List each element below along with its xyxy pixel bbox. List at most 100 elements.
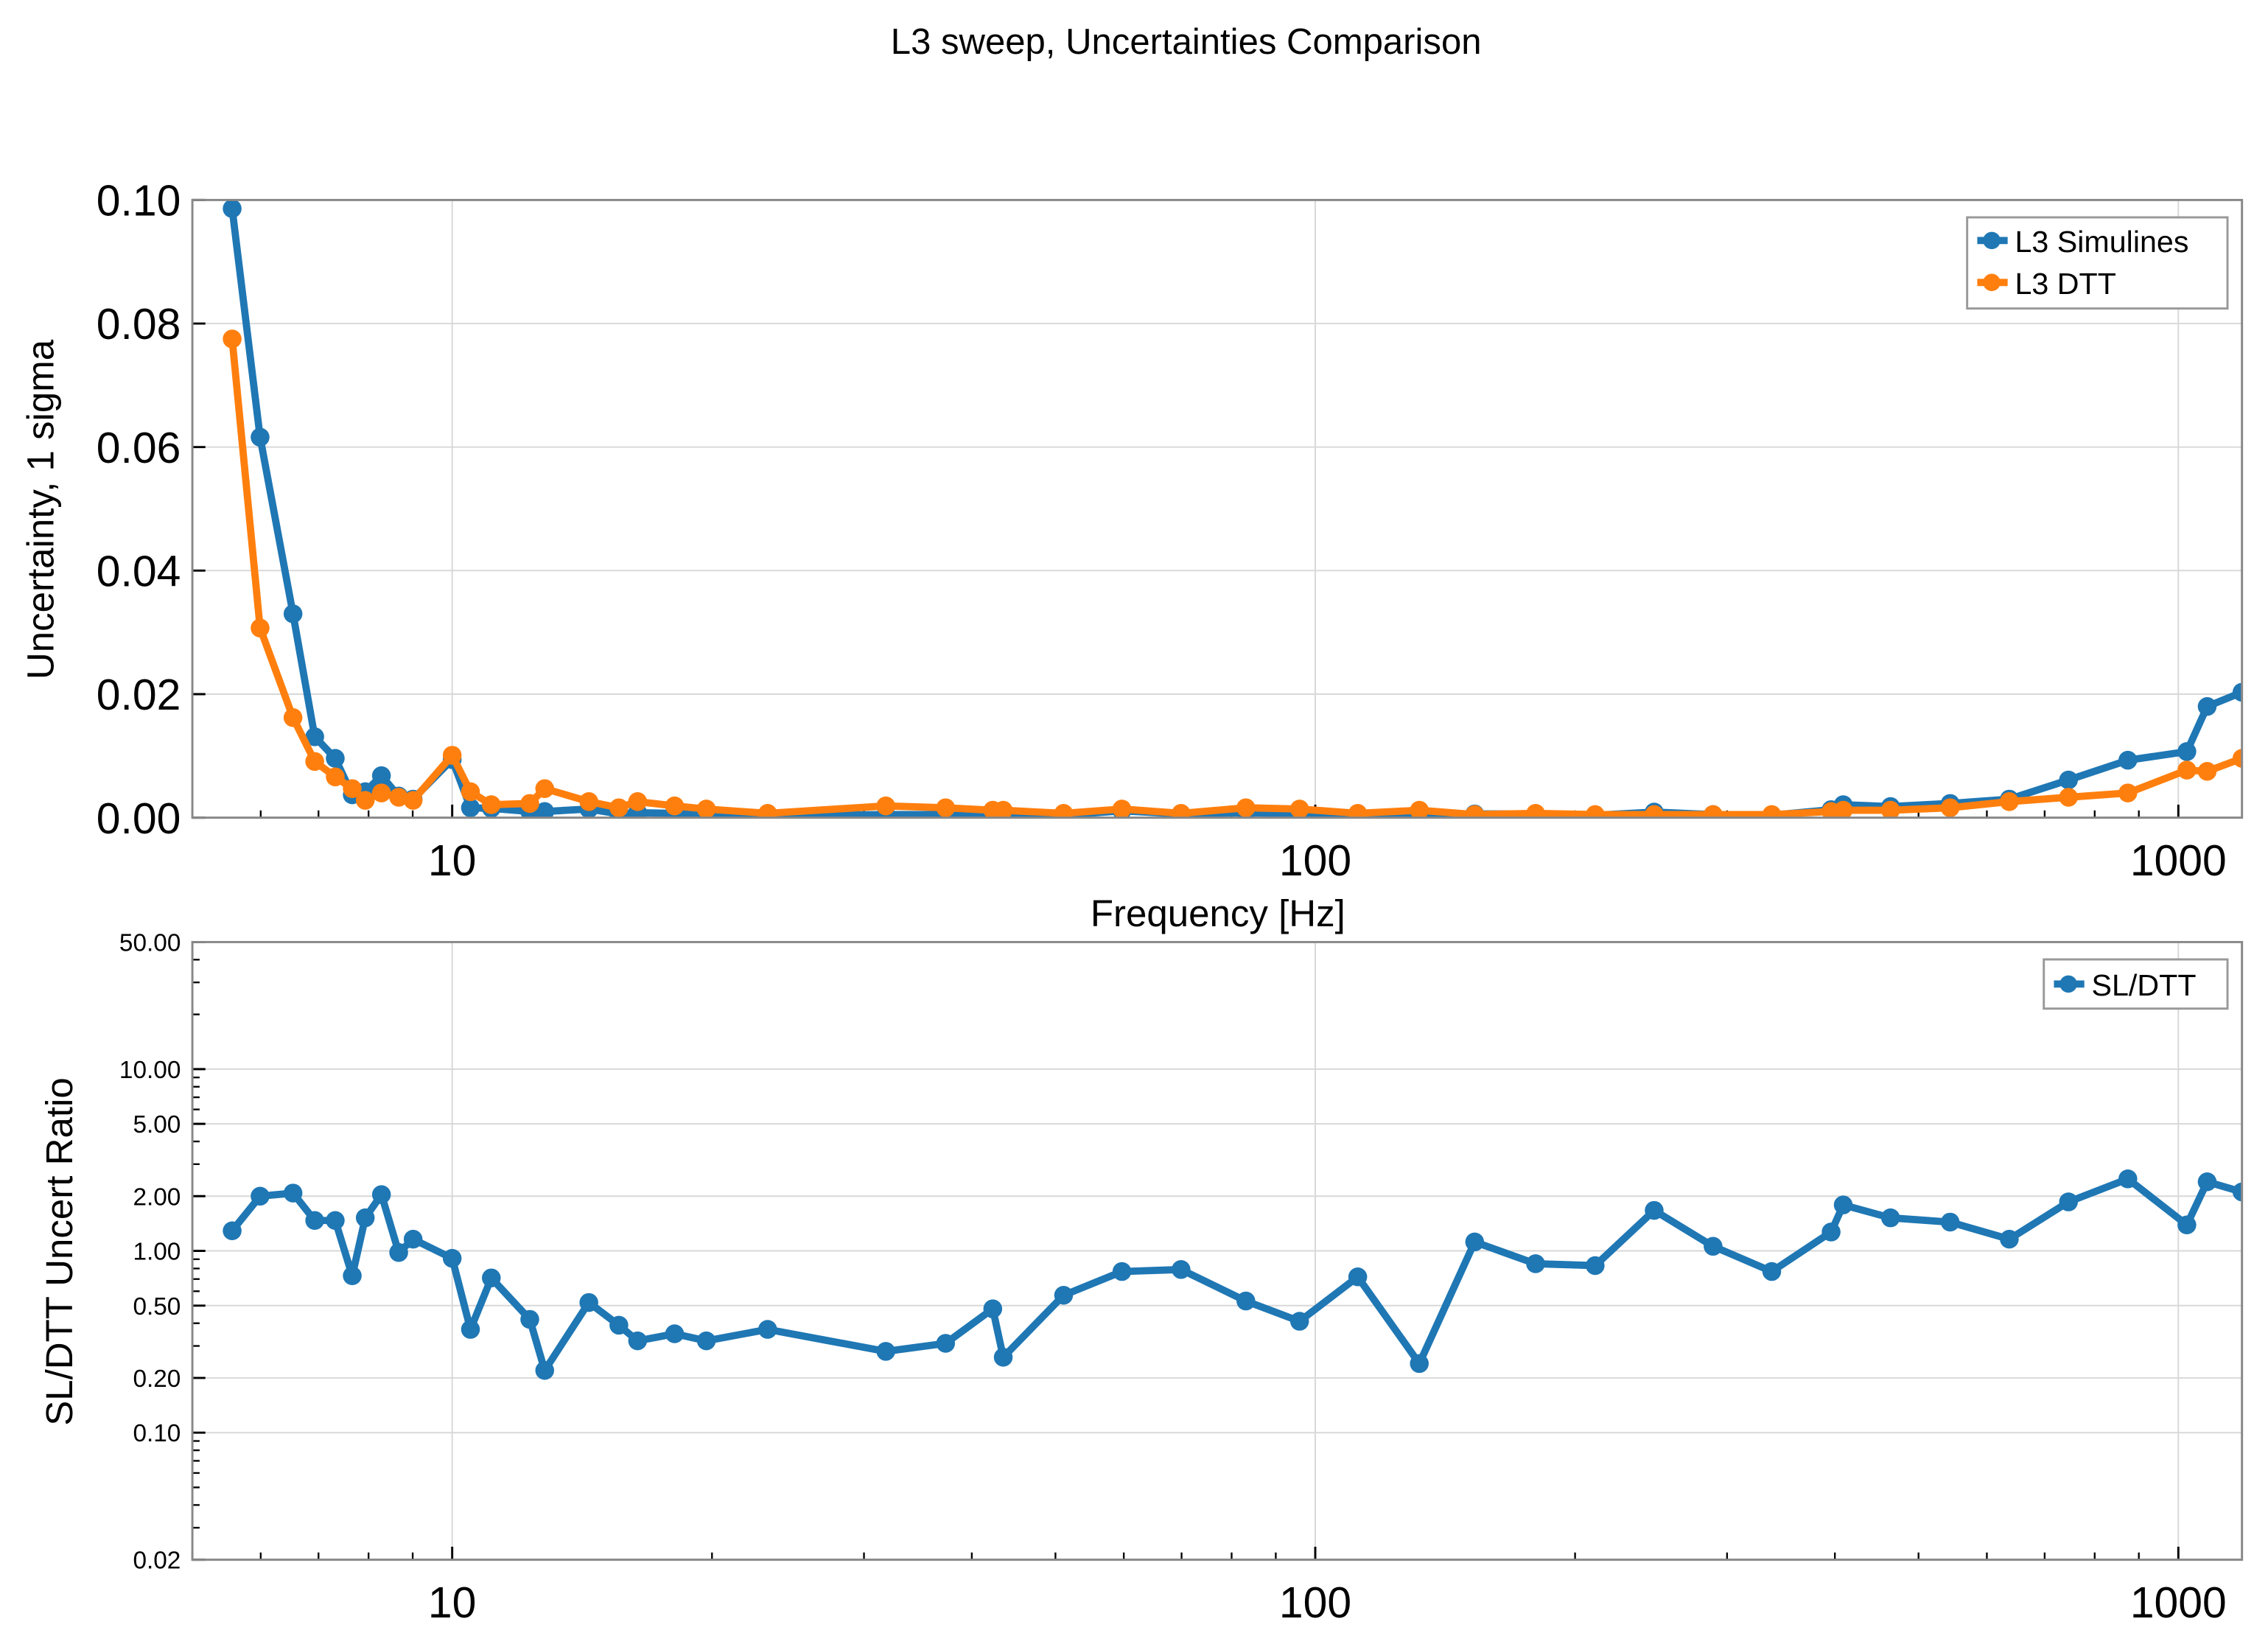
- data-point: [983, 1299, 1003, 1318]
- y-tick-label: 0.20: [133, 1365, 181, 1393]
- data-point: [1526, 803, 1545, 818]
- series-l3-dtt: [223, 329, 2242, 818]
- data-point: [223, 1221, 242, 1241]
- data-point: [1645, 1200, 1664, 1220]
- data-point: [326, 767, 345, 787]
- data-point: [482, 795, 501, 814]
- x-tick-label: 10: [428, 1579, 477, 1627]
- data-point: [1236, 798, 1256, 817]
- data-point: [936, 1334, 956, 1353]
- data-point: [1526, 1254, 1545, 1273]
- data-point: [2059, 788, 2079, 807]
- data-point: [2232, 682, 2242, 702]
- data-point: [326, 749, 345, 768]
- top-plot-frame: [191, 198, 2244, 819]
- data-point: [2232, 749, 2242, 768]
- y-tick-label: 0.10: [133, 1420, 181, 1447]
- top-x-axis-label: Frequency [Hz]: [1091, 892, 1345, 934]
- data-point: [283, 1183, 303, 1203]
- data-point: [283, 604, 303, 623]
- y-tick-label: 0.06: [97, 424, 181, 472]
- data-point: [2118, 750, 2138, 770]
- top-y-axis-label: Uncertainty, 1 sigma: [20, 339, 62, 679]
- data-point: [343, 1266, 362, 1286]
- data-point: [1833, 800, 1853, 818]
- data-point: [251, 1186, 270, 1206]
- data-point: [696, 800, 716, 818]
- data-point: [371, 1185, 391, 1204]
- y-tick-label: 0.04: [97, 548, 181, 596]
- data-point: [1236, 1291, 1256, 1311]
- data-point: [1172, 803, 1191, 818]
- data-point: [482, 1268, 501, 1287]
- y-tick-label: 0.50: [133, 1293, 181, 1321]
- series-line: [228, 208, 2242, 818]
- data-point: [223, 200, 242, 218]
- data-point: [758, 1320, 777, 1339]
- data-point: [579, 1293, 598, 1312]
- y-tick-label: 0.02: [133, 1547, 181, 1575]
- x-tick-label: 1000: [2130, 837, 2227, 885]
- bottom-legend: SL/DTT: [2043, 958, 2229, 1010]
- data-point: [283, 708, 303, 727]
- data-point: [1762, 1262, 1782, 1281]
- data-point: [2232, 1182, 2242, 1202]
- top-uncertainty-plot: 10 100 1000 0.00 0.02 0.04 0.06 0.08 0.10 Freque…: [20, 178, 2244, 934]
- data-point: [1289, 1312, 1309, 1331]
- series-sl-dtt: [223, 1169, 2242, 1380]
- x-tick-label: 1000: [2130, 1579, 2227, 1627]
- x-tick-label: 100: [1279, 1579, 1351, 1627]
- data-point: [2177, 760, 2197, 780]
- legend-frame: [1966, 216, 2229, 310]
- data-point: [2118, 783, 2138, 802]
- data-point: [609, 798, 629, 817]
- data-point: [1704, 805, 1723, 818]
- data-point: [2197, 761, 2217, 781]
- data-point: [371, 766, 391, 786]
- data-point: [535, 779, 555, 798]
- data-point: [609, 1315, 629, 1335]
- data-point: [1645, 805, 1664, 818]
- legend-marker-ratio: [2059, 975, 2077, 993]
- data-point: [2000, 1229, 2019, 1249]
- legend-label-dtt: L3 DTT: [2015, 267, 2115, 301]
- data-point: [403, 1229, 423, 1249]
- data-point: [876, 796, 895, 816]
- data-point: [520, 1309, 539, 1329]
- data-point: [936, 798, 956, 817]
- data-point: [1348, 803, 1368, 818]
- data-point: [461, 782, 480, 802]
- data-point: [1586, 1256, 1605, 1276]
- data-point: [535, 1360, 555, 1380]
- legend-marker-simulines: [1983, 231, 2001, 250]
- data-point: [389, 1242, 408, 1262]
- data-point: [1054, 803, 1074, 818]
- data-point: [1465, 805, 1485, 818]
- data-point: [1289, 800, 1309, 818]
- data-point: [223, 329, 242, 349]
- data-point: [2197, 696, 2217, 716]
- data-point: [1172, 1260, 1191, 1279]
- y-tick-label: 0.02: [97, 671, 181, 719]
- data-point: [1704, 1237, 1723, 1256]
- data-point: [535, 802, 555, 818]
- data-point: [371, 783, 391, 802]
- data-point: [442, 746, 462, 765]
- data-point: [1940, 1212, 1960, 1232]
- data-point: [1880, 800, 1900, 818]
- y-tick-label: 1.00: [133, 1239, 181, 1266]
- data-point: [696, 1331, 716, 1351]
- data-point: [1410, 1354, 1429, 1374]
- data-point: [305, 1211, 324, 1231]
- y-tick-label: 0.00: [97, 795, 181, 843]
- series-line: [228, 338, 2242, 818]
- data-point: [442, 1248, 462, 1268]
- series-l3-simulines: [223, 200, 2242, 818]
- series-line: [229, 1175, 2242, 1374]
- bottom-plot-frame: [191, 940, 2244, 1561]
- y-tick-label: 5.00: [133, 1111, 181, 1138]
- top-legend: L3 Simulines L3 DTT: [1966, 216, 2229, 310]
- data-point: [251, 427, 270, 447]
- y-tick-label: 50.00: [119, 929, 181, 956]
- data-point: [1465, 1232, 1485, 1252]
